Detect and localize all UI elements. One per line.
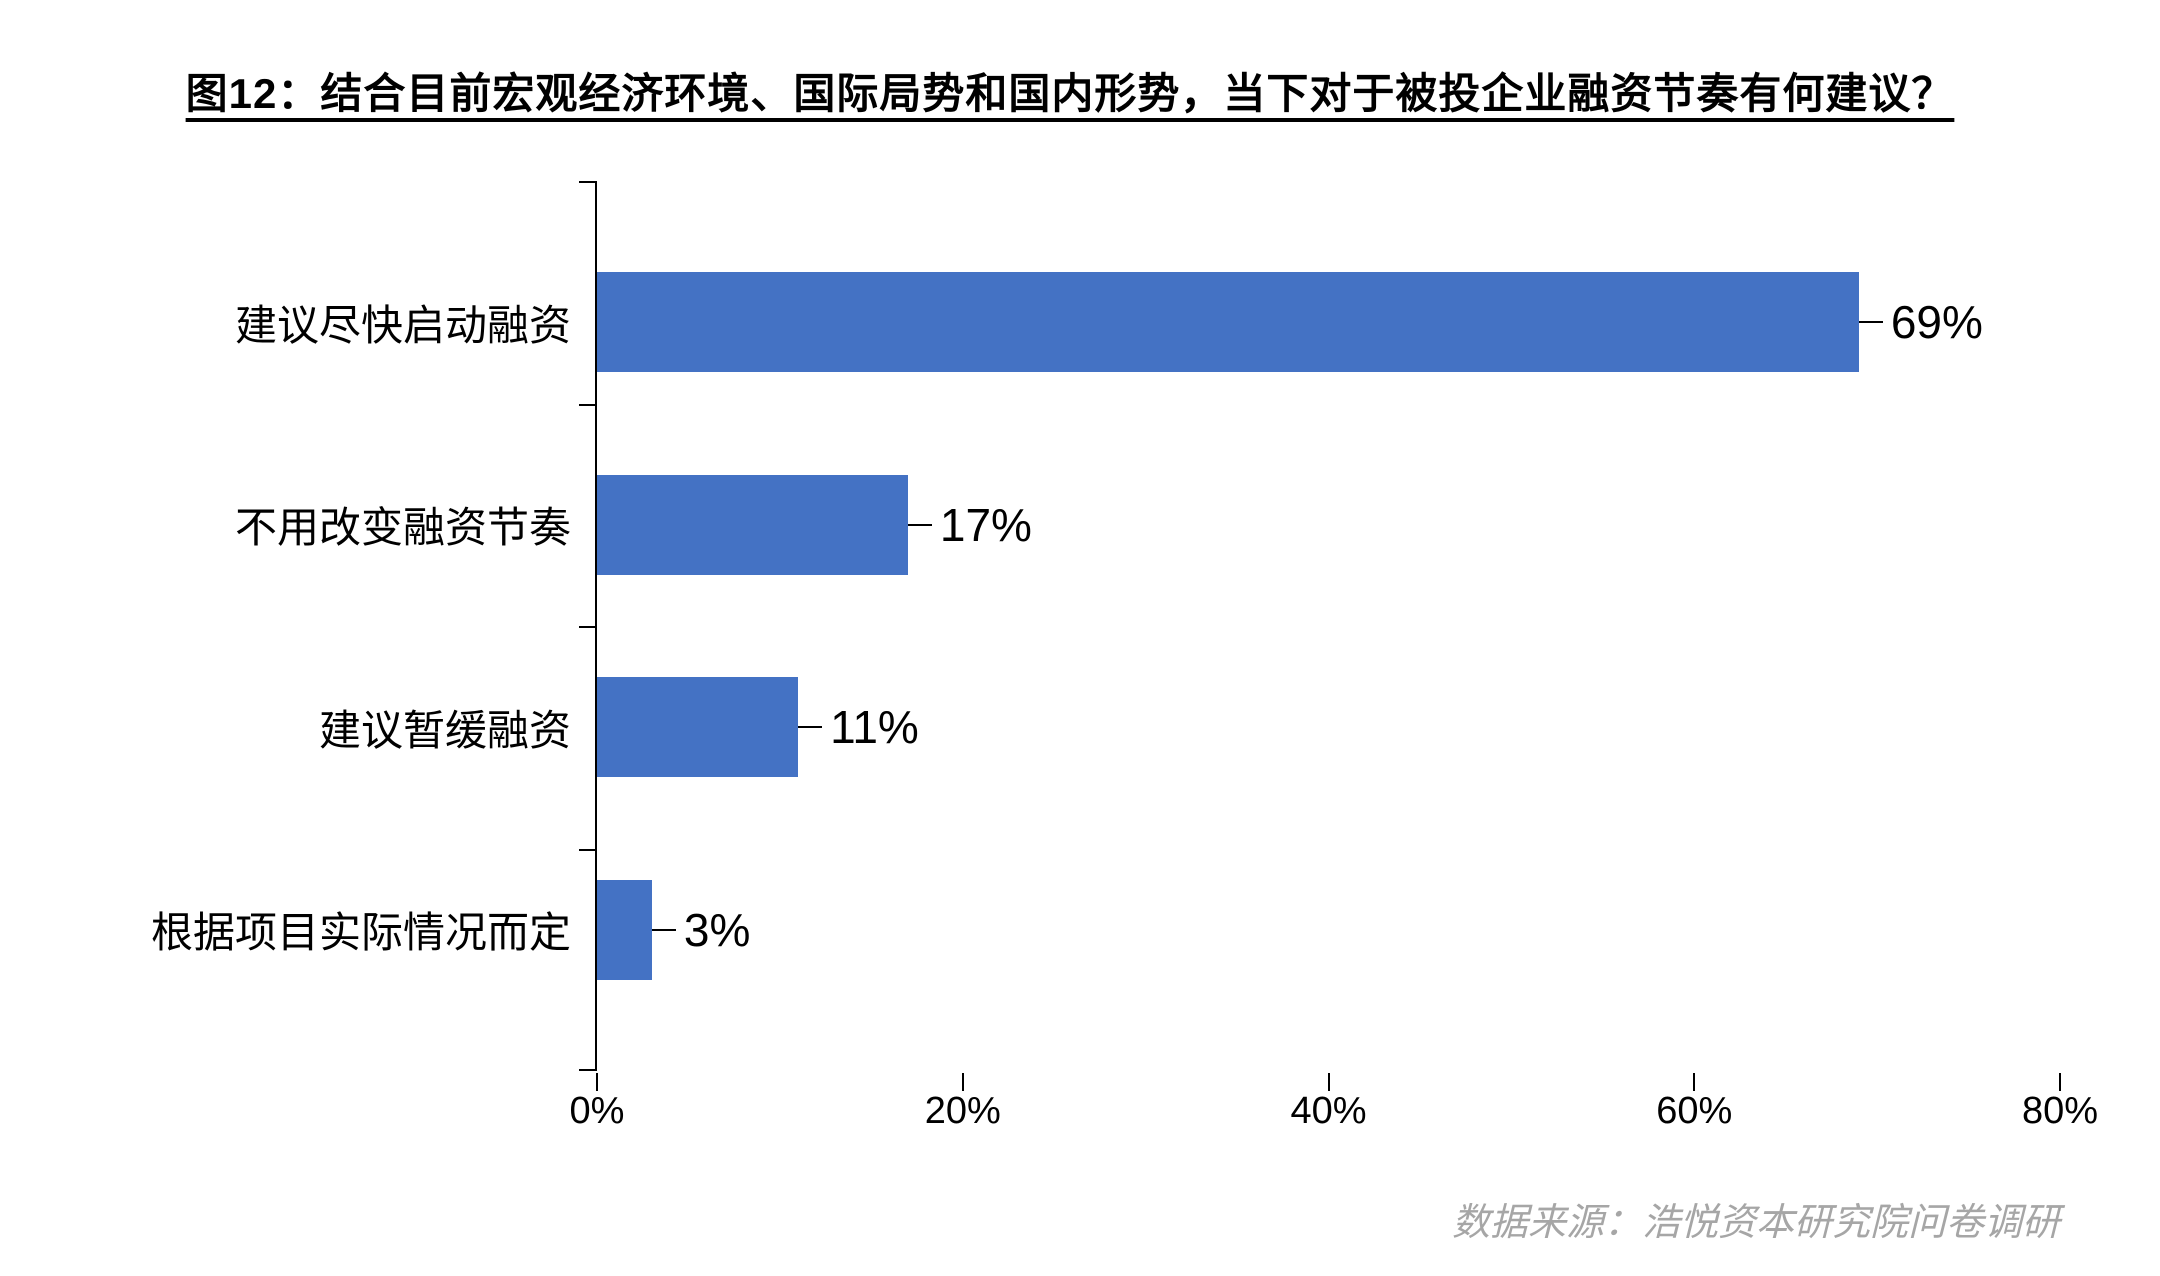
category-label: 建议暂缓融资	[319, 697, 571, 758]
y-tick	[579, 1069, 597, 1071]
leader-line	[908, 524, 932, 526]
y-tick	[579, 404, 597, 406]
category-label: 建议尽快启动融资	[235, 292, 571, 353]
bar	[597, 880, 652, 980]
bar	[597, 475, 908, 575]
y-tick	[579, 626, 597, 628]
bar-row: 11%	[597, 677, 2060, 777]
bar	[597, 272, 1859, 372]
bar-value-label: 69%	[1891, 295, 1983, 349]
y-axis-labels: 建议尽快启动融资 不用改变融资节奏 建议暂缓融资 根据项目实际情况而定	[80, 181, 595, 1071]
bar	[597, 677, 798, 777]
x-tick-label: 0%	[570, 1090, 625, 1133]
bar-value-label: 17%	[940, 498, 1032, 552]
x-tick-label: 20%	[925, 1090, 1001, 1133]
y-tick	[579, 849, 597, 851]
x-tick-label: 40%	[1290, 1090, 1366, 1133]
leader-line	[652, 929, 676, 931]
y-tick	[579, 181, 597, 183]
bar-value-label: 11%	[830, 700, 919, 754]
bar-row: 3%	[597, 880, 2060, 980]
plot-area: 69% 17% 11% 3%	[595, 181, 2060, 1071]
x-tick-label: 60%	[1656, 1090, 1732, 1133]
bar-value-label: 3%	[684, 903, 750, 957]
x-tick	[2059, 1073, 2061, 1091]
bar-row: 69%	[597, 272, 2060, 372]
x-tick-label: 80%	[2022, 1090, 2098, 1133]
bars-group: 69% 17% 11% 3%	[597, 181, 2060, 1071]
category-label: 根据项目实际情况而定	[151, 899, 571, 960]
x-tick	[596, 1073, 598, 1091]
chart-title: 图12：结合目前宏观经济环境、国际局势和国内形势，当下对于被投企业融资节奏有何建…	[80, 60, 2060, 121]
x-tick	[1328, 1073, 1330, 1091]
category-label: 不用改变融资节奏	[235, 494, 571, 555]
leader-line	[1859, 321, 1883, 323]
data-source-label: 数据来源：浩悦资本研究院问卷调研	[1452, 1191, 2060, 1246]
bar-row: 17%	[597, 475, 2060, 575]
leader-line	[798, 726, 822, 728]
chart-container: 图12：结合目前宏观经济环境、国际局势和国内形势，当下对于被投企业融资节奏有何建…	[0, 0, 2160, 1276]
x-tick	[962, 1073, 964, 1091]
x-axis-ticks: 0% 20% 40% 60% 80%	[597, 1071, 2060, 1073]
chart-area: 建议尽快启动融资 不用改变融资节奏 建议暂缓融资 根据项目实际情况而定 69% …	[80, 181, 2060, 1071]
x-tick	[1693, 1073, 1695, 1091]
